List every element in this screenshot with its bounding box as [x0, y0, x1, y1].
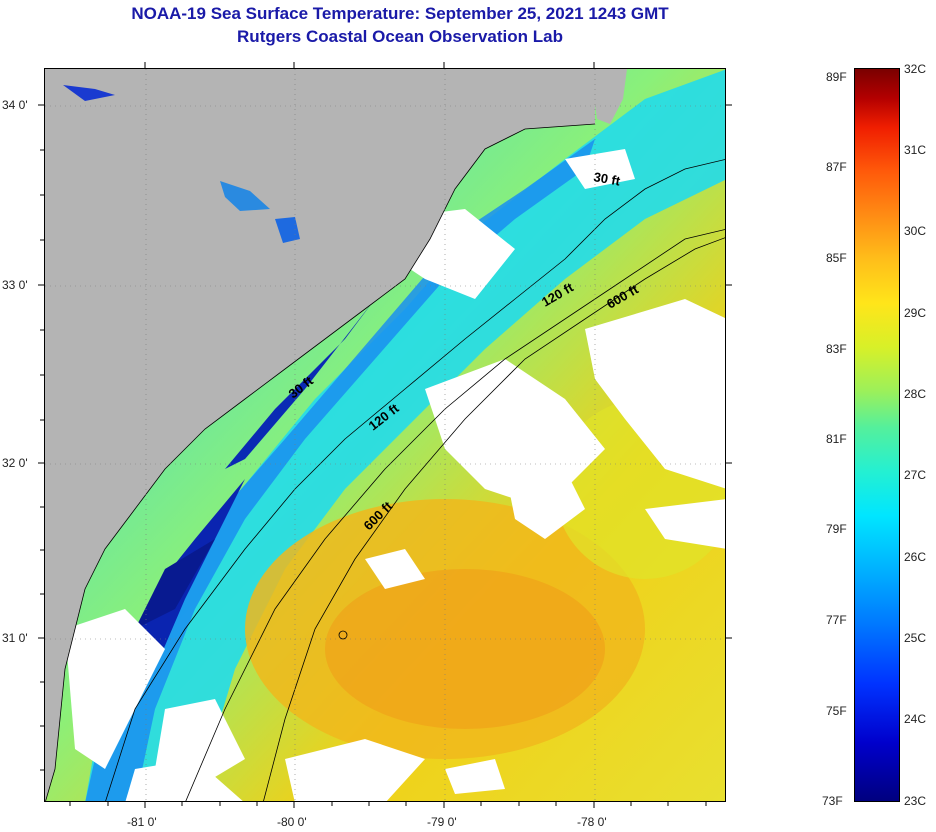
colorbar-label-29c: 29C: [904, 306, 927, 320]
colorbar-label-25c: 25C: [904, 631, 927, 645]
colorbar-label-75f: 75F: [826, 704, 847, 718]
lake-1: [63, 85, 115, 101]
colorbar-label-27c: 27C: [904, 468, 927, 482]
lon-tick-80: -80 0': [277, 815, 307, 829]
graticule: [45, 69, 725, 801]
cold-nearshore-band: [85, 139, 595, 801]
colorbar-label-28c: 28C: [904, 387, 927, 401]
colorbar-label-73f: 73F: [822, 794, 843, 808]
colorbar-label-79f: 79F: [826, 522, 847, 536]
cold-patch-3: [135, 539, 215, 629]
colorbar-label-32c: 32C: [904, 62, 927, 76]
colorbar-label-83f: 83F: [826, 342, 847, 356]
coastline: [45, 123, 596, 801]
colorbar-label-31c: 31C: [904, 143, 927, 157]
colorbar-label-85f: 85F: [826, 251, 847, 265]
isobath-600ft: [263, 237, 725, 801]
colorbar-label-87f: 87F: [826, 160, 847, 174]
lake-3: [275, 217, 300, 243]
lon-tick-78: -78 0': [577, 815, 607, 829]
land-mass: [45, 69, 595, 801]
land-outer-banks: [590, 69, 627, 124]
colorbar-label-30c: 30C: [904, 224, 927, 238]
warm-core-inner: [325, 569, 605, 729]
colorbar-label-81f: 81F: [826, 432, 847, 446]
cool-water-band: [85, 69, 725, 801]
cloud-cover: [65, 149, 725, 801]
isobath-label-30ft-north: 30 ft: [592, 169, 622, 189]
lat-tick-34: 34 0': [2, 98, 28, 112]
lake-2: [220, 181, 270, 211]
colorbar-label-77f: 77F: [826, 613, 847, 627]
colorbar-label-26c: 26C: [904, 550, 927, 564]
lat-tick-32: 32 0': [2, 456, 28, 470]
temperature-colorbar: [854, 68, 900, 802]
lat-tick-33: 33 0': [2, 278, 28, 292]
contour-ring: [338, 630, 348, 640]
chart-subtitle: Rutgers Coastal Ocean Observation Lab: [237, 27, 563, 46]
lat-tick-31: 31 0': [2, 631, 28, 645]
colorbar-label-24c: 24C: [904, 712, 927, 726]
lon-tick-81: -81 0': [127, 815, 157, 829]
chart-title: NOAA-19 Sea Surface Temperature: Septemb…: [131, 4, 669, 23]
cold-patch-2: [225, 299, 375, 469]
isobath-30ft: [105, 159, 725, 801]
sst-map: 30 ft 120 ft 600 ft 30 ft 120 ft 600 ft: [44, 68, 726, 802]
sst-map-canvas: 30 ft 120 ft 600 ft 30 ft 120 ft 600 ft: [45, 69, 725, 801]
lon-tick-79: -79 0': [427, 815, 457, 829]
colorbar-label-23c: 23C: [904, 794, 927, 808]
colorbar-label-89f: 89F: [826, 70, 847, 84]
